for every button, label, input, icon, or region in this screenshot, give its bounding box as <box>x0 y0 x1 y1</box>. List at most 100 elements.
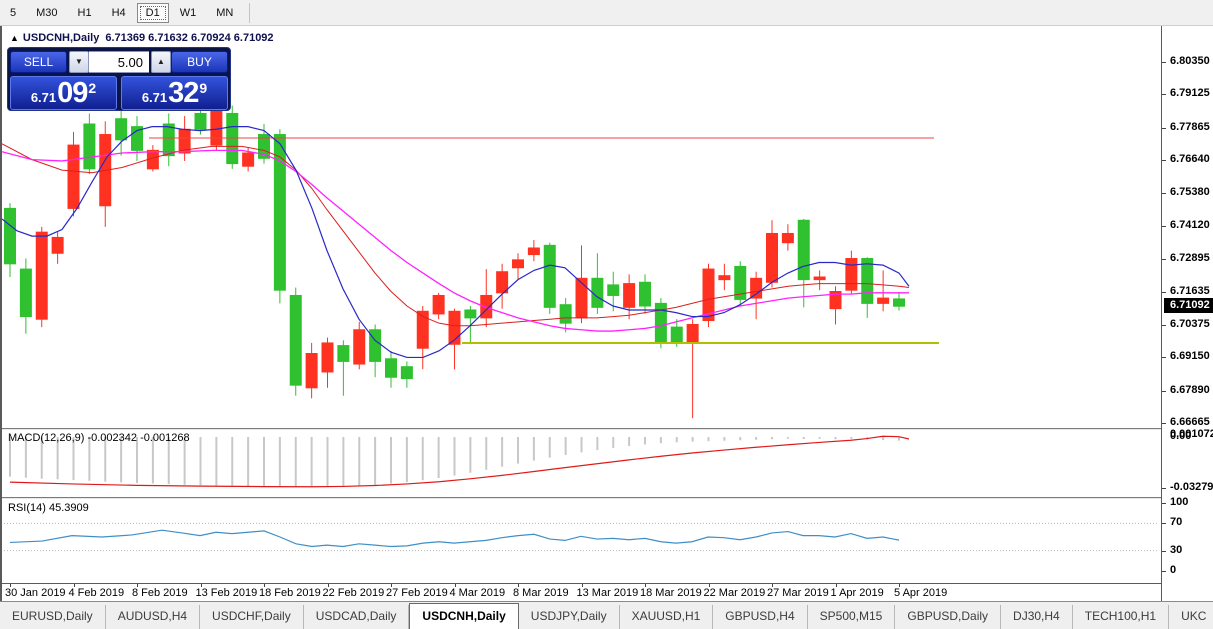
chart-symbol-label: USDCNH,Daily <box>22 32 100 44</box>
toolbar-separator <box>249 2 251 23</box>
axis-tick <box>1162 258 1166 260</box>
macd-chart-canvas[interactable] <box>2 430 1161 497</box>
timeframe-button-5[interactable]: 5 <box>10 6 17 19</box>
time-axis-label: 8 Mar 2019 <box>513 587 569 599</box>
time-axis-tick <box>454 584 456 587</box>
rsi-axis-label: 0 <box>1170 564 1177 576</box>
time-axis-label: 1 Apr 2019 <box>830 587 884 599</box>
macd-axis-max-label: 0.001072 <box>1170 428 1213 441</box>
timeframe-button-h4[interactable]: H4 <box>111 6 126 19</box>
chart-tab-gbpusd-h4[interactable]: GBPUSD,H4 <box>713 605 808 629</box>
axis-tick <box>1162 550 1166 552</box>
chart-tab-xauusd-h1[interactable]: XAUUSD,H1 <box>620 605 714 629</box>
rsi-axis-label: 70 <box>1170 516 1183 529</box>
timeframe-button-h1[interactable]: H1 <box>77 6 92 19</box>
pane-separator[interactable] <box>2 497 1161 499</box>
chart-tab-gbpusd-daily[interactable]: GBPUSD,Daily <box>895 605 1002 629</box>
price-axis-label: 6.79125 <box>1170 87 1210 100</box>
time-axis-label: 30 Jan 2019 <box>5 587 66 599</box>
sell-price-box[interactable]: 6.71 09 2 <box>10 76 117 110</box>
time-axis-tick <box>708 584 710 587</box>
rsi-axis-label: 30 <box>1170 543 1183 556</box>
buy-button[interactable]: BUY <box>171 51 228 73</box>
time-axis-tick <box>327 584 329 587</box>
buy-price-prefix: 6.71 <box>141 90 168 105</box>
chart-tab-usdcad-daily[interactable]: USDCAD,Daily <box>304 605 410 629</box>
axis-tick <box>1162 94 1166 96</box>
axis-tick <box>1162 571 1166 572</box>
chart-ohlc-values: 6.71369 6.71632 6.70924 6.71092 <box>105 32 274 44</box>
sell-button[interactable]: SELL <box>10 51 67 73</box>
macd-indicator-label: MACD(12,26,9) -0.002342 -0.001268 <box>8 432 190 444</box>
axis-tick <box>1162 159 1166 161</box>
time-axis-label: 22 Feb 2019 <box>322 587 385 599</box>
time-axis-tick <box>73 584 75 587</box>
volume-input[interactable] <box>89 51 149 73</box>
volume-increase-button[interactable]: ▲ <box>151 51 171 73</box>
time-axis-label: 27 Feb 2019 <box>386 587 448 599</box>
buy-price-box[interactable]: 6.71 32 9 <box>121 76 228 110</box>
price-axis-label: 6.74120 <box>1170 219 1210 232</box>
axis-tick <box>1162 503 1166 504</box>
sell-price-big: 09 <box>57 77 88 109</box>
chart-window: ▲ USDCNH,Daily 6.71369 6.71632 6.70924 6.7… <box>0 26 1213 601</box>
price-axis-label: 6.70375 <box>1170 318 1210 331</box>
timeframe-toolbar: 5 M30 H1 H4 D1 W1 MN <box>0 0 1213 26</box>
axis-tick <box>1162 193 1166 195</box>
time-axis-tick <box>518 584 519 587</box>
time-axis-tick <box>772 584 773 587</box>
chart-tab-usdchf-daily[interactable]: USDCHF,Daily <box>200 605 304 629</box>
chevron-down-icon: ▼ <box>75 57 83 66</box>
chart-tab-usdjpy-daily[interactable]: USDJPY,Daily <box>519 605 620 629</box>
chart-title: ▲ USDCNH,Daily 6.71369 6.71632 6.70924 6.7… <box>10 32 274 44</box>
timeframe-button-mn[interactable]: MN <box>216 6 234 19</box>
pane-separator[interactable] <box>2 428 1161 430</box>
chart-tab-ukc[interactable]: UKC <box>1169 605 1213 629</box>
price-axis[interactable]: 6.71092 6.80350 6.79125 6.77865 6.76640 6.75… <box>1161 26 1213 601</box>
price-axis-label: 6.76640 <box>1170 152 1210 165</box>
current-price-tag: 6.71092 <box>1164 298 1213 314</box>
sell-price-prefix: 6.71 <box>30 90 57 105</box>
time-axis-tick <box>137 584 138 587</box>
time-axis-label: 4 Mar 2019 <box>449 587 506 599</box>
chevron-up-icon: ▲ <box>157 57 165 66</box>
time-axis-tick <box>264 584 265 587</box>
timeframe-button-w1[interactable]: W1 <box>179 6 197 19</box>
chart-tab-eurusd-daily[interactable]: EURUSD,Daily <box>0 605 106 629</box>
axis-tick <box>1162 523 1166 525</box>
sell-price-pip: 2 <box>88 80 97 96</box>
price-axis-label: 6.71635 <box>1170 284 1210 297</box>
chart-tab-bar: EURUSD,Daily AUDUSD,H4 USDCHF,Daily USDCAD,… <box>0 601 1213 629</box>
time-axis[interactable]: 30 Jan 2019 4 Feb 2019 8 Feb 2019 13 Feb 20… <box>2 583 1161 601</box>
rsi-chart-canvas[interactable] <box>2 499 1161 583</box>
macd-axis-min-label: -0.032799 <box>1170 481 1213 493</box>
timeframe-button-m30[interactable]: M30 <box>36 6 58 19</box>
chart-plot-area[interactable]: ▲ USDCNH,Daily 6.71369 6.71632 6.70924 6.7… <box>2 26 1161 601</box>
timeframe-button-d1[interactable]: D1 <box>136 2 169 23</box>
macd-axis-zero-label: 0.00 <box>1170 430 1192 442</box>
chart-tab-tech100-h1[interactable]: TECH100,H1 <box>1073 605 1170 629</box>
axis-tick <box>1162 357 1166 359</box>
price-chart-canvas[interactable] <box>2 28 1161 428</box>
chart-tab-usdcnh-daily[interactable]: USDCNH,Daily <box>409 603 519 629</box>
chart-tab-sp500-m15[interactable]: SP500,M15 <box>808 605 896 629</box>
price-axis-label: 6.69150 <box>1170 350 1210 363</box>
collapse-arrow-icon[interactable]: ▲ <box>10 33 19 43</box>
buy-price-big: 32 <box>168 77 199 109</box>
buy-price-pip: 9 <box>199 80 208 96</box>
time-axis-label: 13 Mar 2019 <box>576 587 639 599</box>
time-axis-tick <box>645 584 646 587</box>
time-axis-label: 18 Feb 2019 <box>259 587 321 599</box>
volume-decrease-button[interactable]: ▼ <box>69 51 89 73</box>
time-axis-tick <box>581 584 583 587</box>
axis-tick <box>1162 423 1166 424</box>
time-axis-label: 4 Feb 2019 <box>68 587 125 599</box>
chart-tab-dj30-h4[interactable]: DJ30,H4 <box>1001 605 1073 629</box>
chart-tab-audusd-h4[interactable]: AUDUSD,H4 <box>106 605 201 629</box>
axis-tick <box>1162 62 1166 63</box>
time-axis-label: 13 Feb 2019 <box>195 587 258 599</box>
time-axis-label: 8 Feb 2019 <box>132 587 188 599</box>
price-axis-label: 6.66665 <box>1170 416 1210 428</box>
